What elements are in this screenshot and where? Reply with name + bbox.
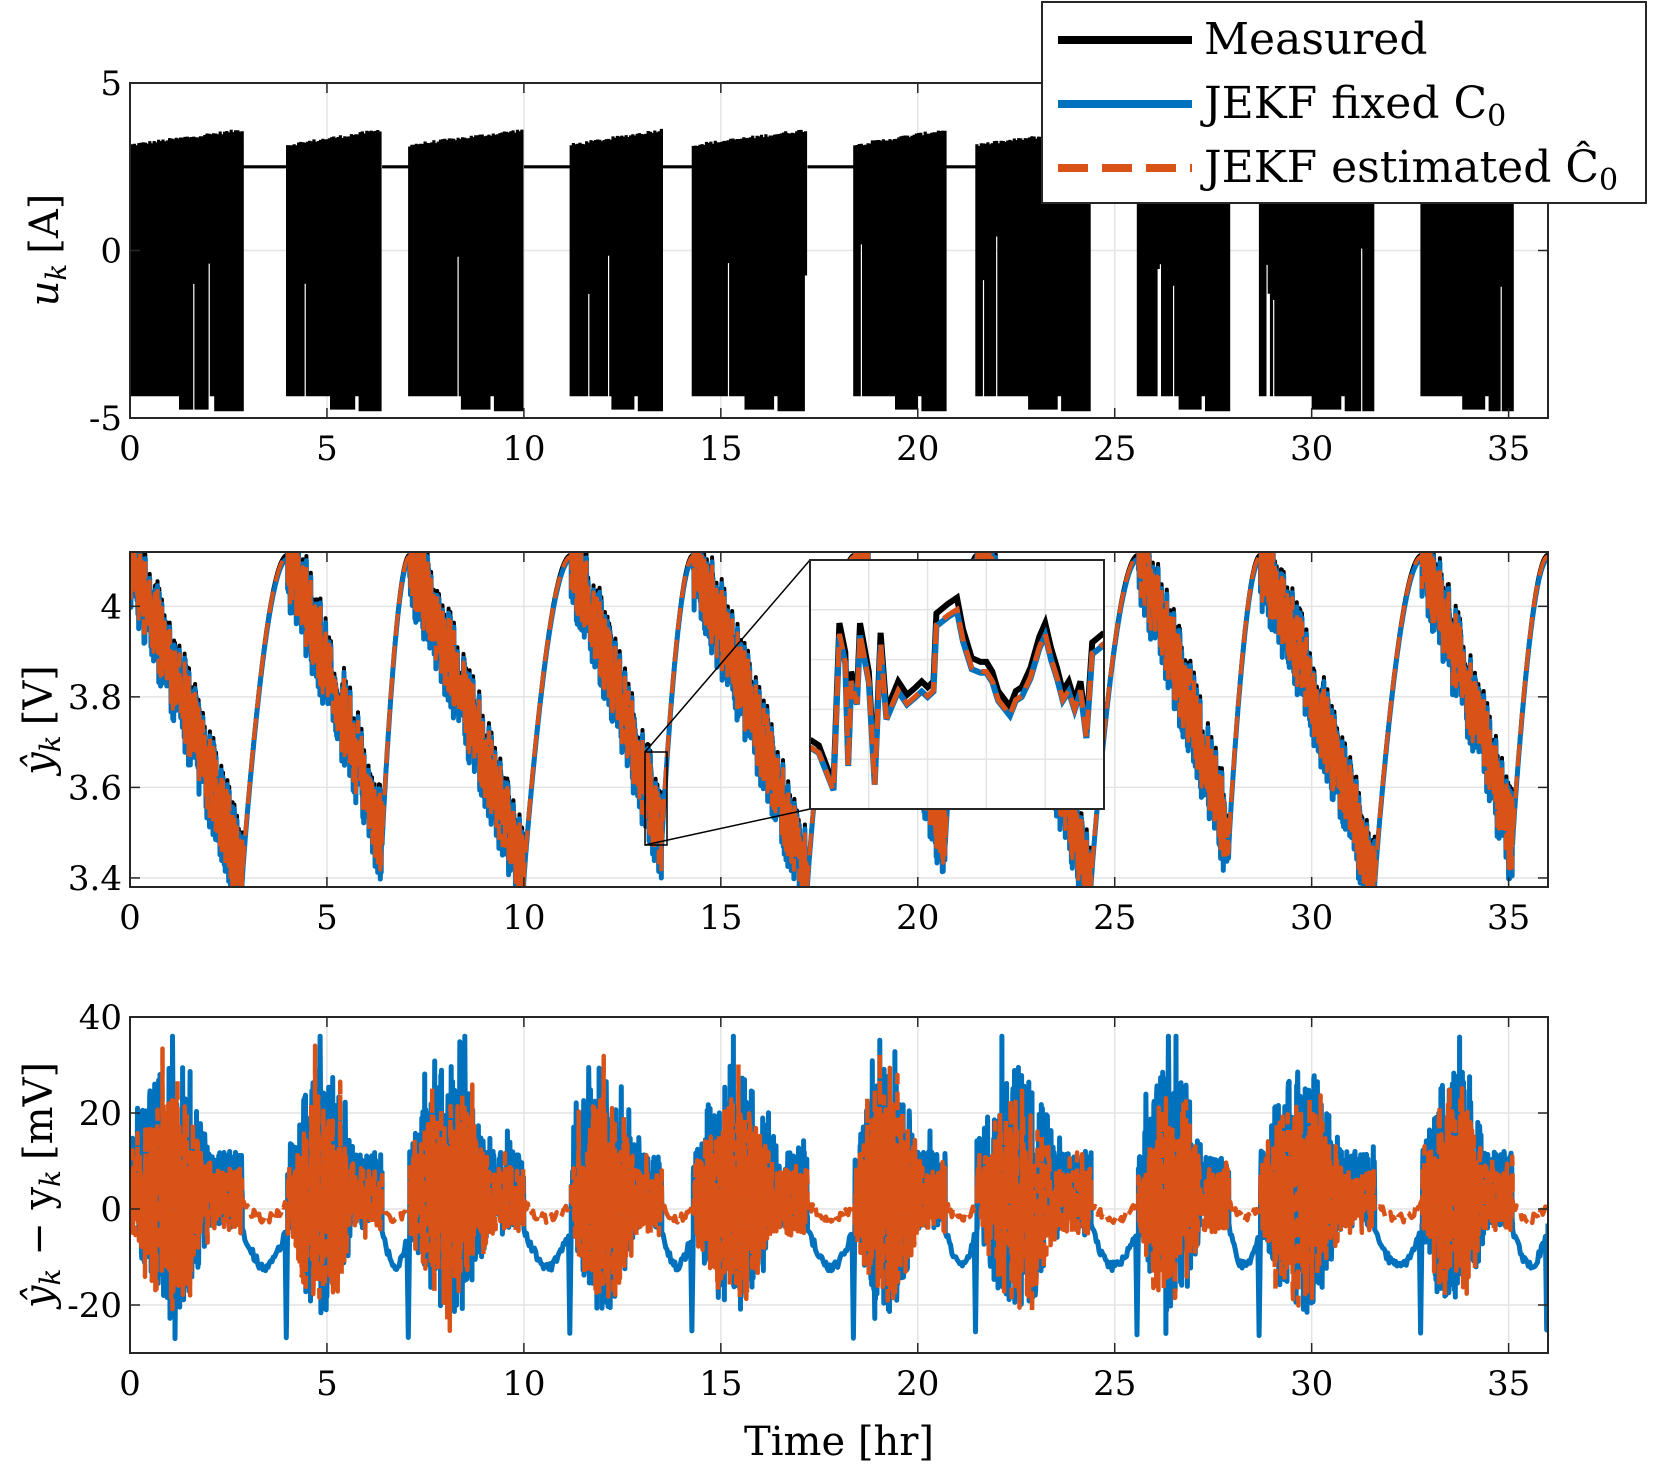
- current-ticks: 0 5 10 15 20 25 30 35-505: [89, 64, 1548, 469]
- ytick-label: 3.8: [68, 678, 122, 718]
- inset-axes-box: [809, 559, 1105, 810]
- ytick-label: 4: [100, 587, 122, 627]
- xtick-label: 25: [1093, 898, 1136, 938]
- voltage-ylabel-sub: k: [34, 735, 67, 752]
- xtick-label: 5: [316, 898, 338, 938]
- legend-entry-measured: Measured: [1058, 14, 1427, 65]
- error-axes-box: [129, 1016, 1549, 1354]
- error-ylabel-minus: − y: [16, 1187, 62, 1269]
- zoom-callout: [644, 559, 1105, 846]
- legend-entry-estimated: JEKF estimated Ĉ0: [1058, 140, 1618, 198]
- voltage-ylabel: ŷk [V]: [16, 665, 67, 777]
- voltage-ticks: 0 5 10 15 20 25 30 35 3.4 3.6 3.8 4: [68, 552, 1548, 938]
- error-series: [130, 1033, 1548, 1342]
- xtick-label: 35: [1487, 898, 1530, 938]
- inset-series: [810, 592, 1104, 792]
- error-ylabel-sub: k: [34, 1268, 67, 1285]
- ytick-label: 0: [100, 232, 122, 272]
- xtick-label: 10: [502, 1364, 545, 1404]
- xtick-label: 25: [1093, 1364, 1136, 1404]
- current-ylabel-unit: [A]: [22, 194, 68, 254]
- ytick-label: 3.4: [68, 859, 122, 899]
- voltage-axes-box: [129, 551, 1549, 888]
- xtick-label: 20: [896, 429, 939, 469]
- ytick-label: 20: [79, 1094, 122, 1134]
- xtick-label: 30: [1290, 429, 1333, 469]
- inset-estimated-line: [810, 605, 1104, 792]
- current-series: [130, 128, 1548, 412]
- zoom-connector-top: [644, 559, 811, 753]
- legend-label-fixed: JEKF fixed C0: [1200, 78, 1506, 134]
- xtick-label: 20: [896, 898, 939, 938]
- xtick-label: 30: [1290, 1364, 1333, 1404]
- current-ylabel-symbol: u: [22, 281, 68, 307]
- xtick-label: 15: [699, 898, 742, 938]
- time-xlabel: Time [hr]: [744, 1419, 934, 1465]
- voltage-ylabel-symbol: ŷ: [16, 751, 62, 777]
- error-ylabel-sub2: k: [34, 1170, 67, 1187]
- error-ylabel-symbol: ŷ: [16, 1284, 62, 1310]
- ytick-label: 0: [100, 1190, 122, 1230]
- current-ylabel: uk [A]: [22, 194, 73, 307]
- legend: Measured JEKF fixed C0 JEKF estimated Ĉ0: [1041, 1, 1647, 204]
- legend-label-estimated: JEKF estimated Ĉ0: [1200, 140, 1618, 198]
- zoom-region-box: [644, 751, 668, 846]
- legend-entry-fixed: JEKF fixed C0: [1058, 78, 1506, 134]
- error-ylabel-unit: [mV]: [16, 1062, 62, 1160]
- zoom-connector-bottom: [644, 808, 811, 846]
- xtick-label: 0: [119, 429, 141, 469]
- xtick-label: 15: [699, 1364, 742, 1404]
- ytick-label: 5: [100, 64, 122, 104]
- ytick-label: 40: [79, 998, 122, 1038]
- xtick-label: 15: [699, 429, 742, 469]
- current-ylabel-sub: k: [40, 264, 73, 281]
- xtick-label: 5: [316, 1364, 338, 1404]
- xtick-label: 10: [502, 898, 545, 938]
- ytick-label: -20: [67, 1286, 122, 1326]
- ytick-label: 3.6: [68, 768, 122, 808]
- xtick-label: 20: [896, 1364, 939, 1404]
- xtick-label: 25: [1093, 429, 1136, 469]
- xtick-label: 0: [119, 1364, 141, 1404]
- error-ylabel: ŷk − yk[mV]: [16, 1062, 67, 1310]
- ytick-label: -5: [89, 399, 122, 439]
- xtick-label: 35: [1487, 1364, 1530, 1404]
- voltage-axes: 0 5 10 15 20 25 30 35 3.4 3.6 3.8 4 ŷk [V]: [16, 551, 1549, 938]
- xtick-label: 0: [119, 898, 141, 938]
- xtick-label: 30: [1290, 898, 1333, 938]
- legend-label-measured: Measured: [1204, 14, 1427, 65]
- xtick-label: 10: [502, 429, 545, 469]
- current-measured-line: [130, 128, 1548, 412]
- xtick-label: 35: [1487, 429, 1530, 469]
- error-estimated-line: [130, 1043, 1548, 1334]
- error-ticks: 0 5 10 15 20 25 30 35 -20 0 20 40: [67, 998, 1548, 1404]
- voltage-ylabel-unit: [V]: [16, 665, 62, 725]
- xtick-label: 5: [316, 429, 338, 469]
